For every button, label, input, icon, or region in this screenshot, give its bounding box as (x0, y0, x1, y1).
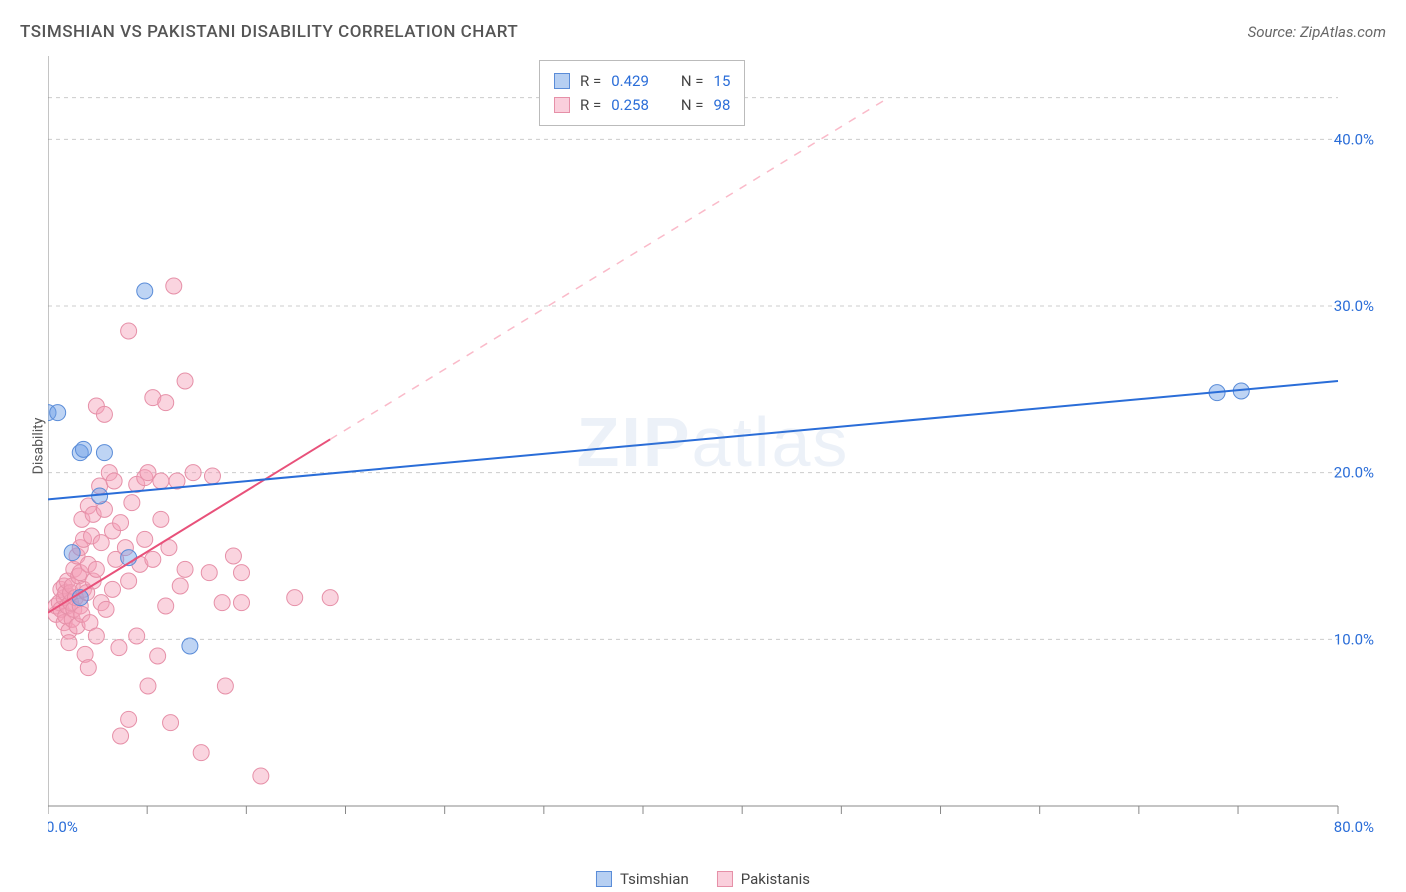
series-legend: Tsimshian Pakistanis (596, 870, 810, 888)
chart-header: TSIMSHIAN VS PAKISTANI DISABILITY CORREL… (20, 22, 1386, 42)
y-axis-label: Disability (30, 418, 46, 475)
legend-item-tsimshian: Tsimshian (596, 870, 689, 888)
svg-text:30.0%: 30.0% (1334, 297, 1374, 315)
plot-area: 10.0%20.0%30.0%40.0%0.0%80.0% ZIPatlas (48, 56, 1378, 836)
svg-text:80.0%: 80.0% (1334, 818, 1374, 836)
swatch-blue-icon (554, 73, 570, 89)
chart-title: TSIMSHIAN VS PAKISTANI DISABILITY CORREL… (20, 22, 518, 42)
legend-row-pink: R = 0.258 N = 98 (554, 93, 730, 117)
swatch-pink-icon (717, 871, 733, 887)
svg-text:40.0%: 40.0% (1334, 130, 1374, 148)
scatter-chart: 10.0% 20.0% 30.0% 40.0% 0.0% 80.0% (48, 56, 1378, 836)
swatch-pink-icon (554, 97, 570, 113)
correlation-legend: R = 0.429 N = 15 R = 0.258 N = 98 (539, 60, 745, 126)
swatch-blue-icon (596, 871, 612, 887)
source-label: Source: ZipAtlas.com (1248, 23, 1386, 41)
svg-text:0.0%: 0.0% (48, 818, 78, 836)
svg-text:20.0%: 20.0% (1334, 464, 1374, 482)
svg-text:10.0%: 10.0% (1334, 630, 1374, 648)
legend-item-pakistanis: Pakistanis (717, 870, 810, 888)
legend-row-blue: R = 0.429 N = 15 (554, 69, 730, 93)
